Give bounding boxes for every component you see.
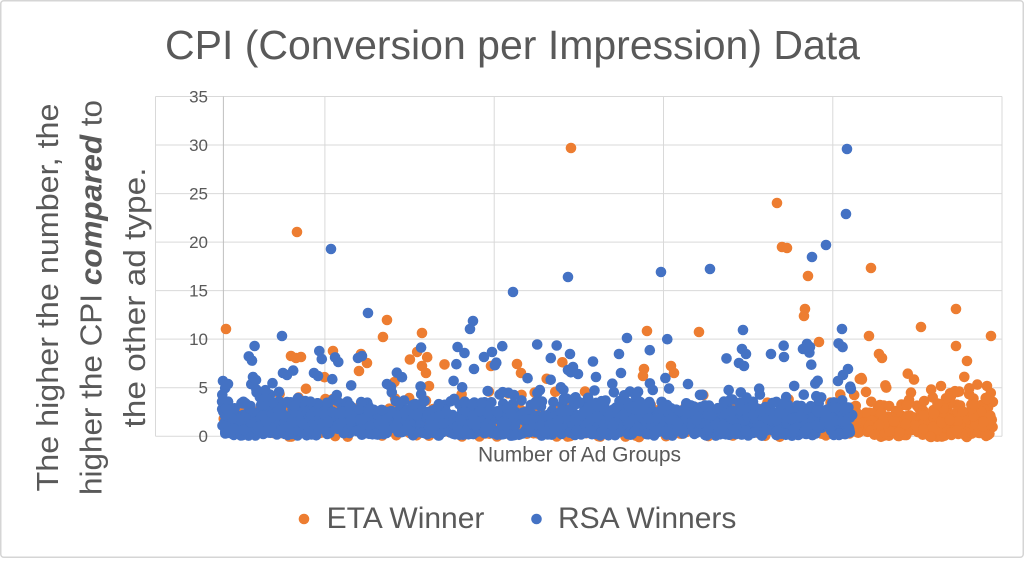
svg-text:CPI (Conversion per Impression: CPI (Conversion per Impression) Data [165,22,860,68]
svg-text:The higher the number, the: The higher the number, the [30,104,65,492]
svg-text:15: 15 [189,282,208,301]
svg-text:the other ad type.: the other ad type. [117,168,152,428]
svg-text:25: 25 [189,185,208,204]
svg-text:35: 35 [189,88,208,107]
svg-text:10: 10 [189,330,208,349]
svg-text:RSA Winners: RSA Winners [558,502,736,535]
svg-text:higher the CPI compared to: higher the CPI compared to [74,100,109,495]
svg-text:20: 20 [189,233,208,252]
svg-text:0: 0 [199,427,208,446]
svg-text:ETA Winner: ETA Winner [327,502,485,535]
svg-text:30: 30 [189,136,208,155]
svg-text:Number of Ad Groups: Number of Ad Groups [478,443,681,466]
svg-text:5: 5 [199,379,208,398]
